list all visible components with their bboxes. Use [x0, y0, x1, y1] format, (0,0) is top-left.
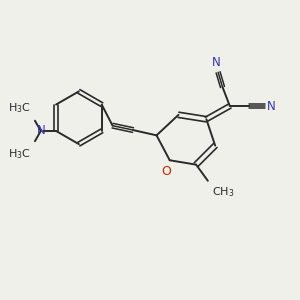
Text: H$_3$C: H$_3$C: [8, 147, 31, 161]
Text: N: N: [212, 56, 221, 69]
Text: H$_3$C: H$_3$C: [8, 101, 31, 115]
Text: CH$_3$: CH$_3$: [212, 185, 234, 199]
Text: N: N: [267, 100, 276, 112]
Text: O: O: [161, 165, 171, 178]
Text: N: N: [36, 124, 45, 137]
